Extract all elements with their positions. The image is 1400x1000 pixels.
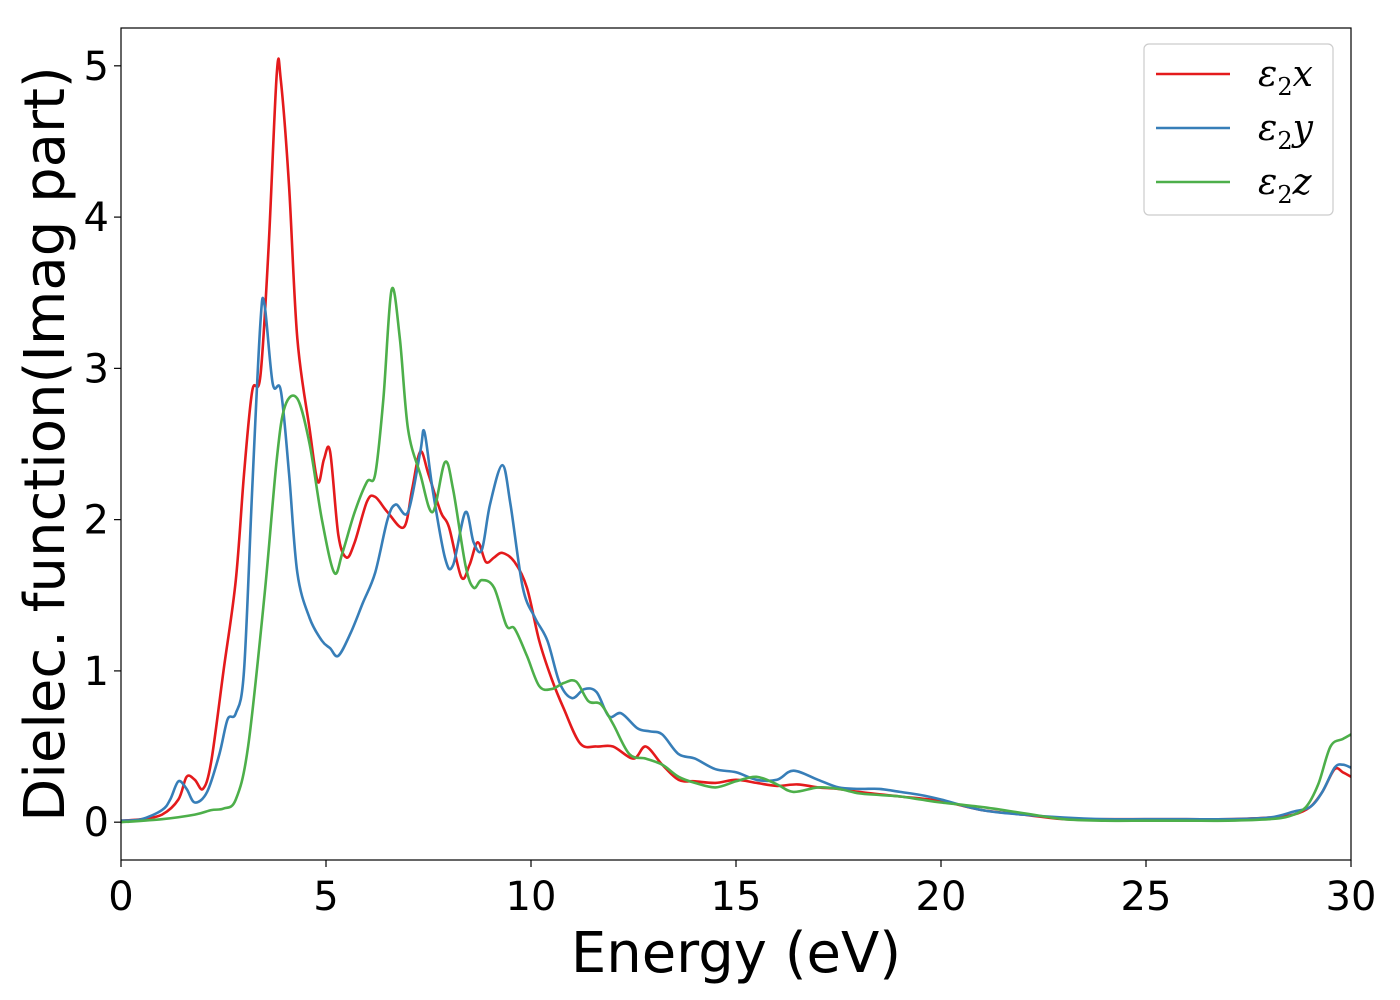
x-tick-label: 30 — [1326, 874, 1377, 920]
legend: ε2x ε2y ε2z — [1143, 43, 1334, 216]
legend-item-y: ε2y — [1156, 108, 1314, 155]
series-layer — [121, 57, 1351, 824]
y-axis-label: Dielec. function(Imag part) — [13, 66, 78, 822]
series-line-z — [121, 286, 1351, 824]
x-tick-label: 15 — [711, 874, 762, 920]
x-tick-label: 5 — [313, 874, 338, 920]
x-axis: 0 5 10 15 20 25 30 — [108, 860, 1376, 920]
x-axis-label: Energy (eV) — [571, 921, 901, 986]
legend-item-z: ε2z — [1156, 162, 1313, 209]
legend-label: ε2z — [1258, 162, 1313, 209]
x-tick-label: 10 — [506, 874, 557, 920]
y-axis: 0 1 2 3 4 5 — [84, 44, 121, 846]
legend-box — [1143, 43, 1334, 216]
y-tick-label: 0 — [84, 800, 109, 846]
y-tick-label: 4 — [84, 195, 109, 241]
legend-label: ε2y — [1258, 108, 1314, 155]
legend-label: ε2x — [1258, 54, 1313, 101]
y-tick-label: 1 — [84, 649, 109, 695]
x-tick-label: 20 — [916, 874, 967, 920]
y-tick-label: 2 — [84, 498, 109, 544]
y-tick-label: 3 — [84, 346, 109, 392]
series-line-y — [121, 296, 1351, 822]
y-tick-label: 5 — [84, 44, 109, 90]
x-tick-label: 0 — [108, 874, 133, 920]
legend-item-x: ε2x — [1156, 54, 1313, 101]
x-tick-label: 25 — [1121, 874, 1172, 920]
